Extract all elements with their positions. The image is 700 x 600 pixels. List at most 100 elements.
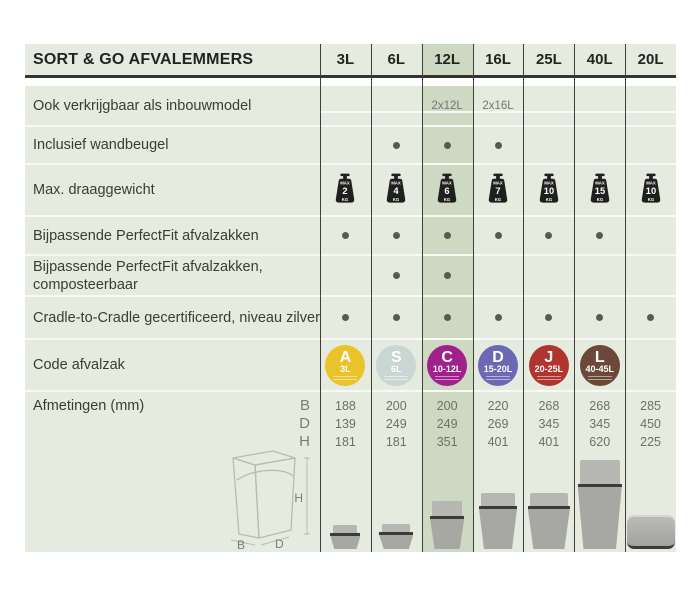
dim-h-label: H bbox=[294, 491, 303, 505]
svg-text:MAX: MAX bbox=[595, 180, 605, 185]
column-header-6l: 6L bbox=[370, 44, 422, 75]
row-label: Afmetingen (mm) bbox=[33, 398, 145, 414]
waste-bag-code-d: D 15-20L bbox=[478, 344, 518, 386]
dimensions-20l: 285 450 225 bbox=[640, 399, 662, 449]
feature-dot bbox=[443, 232, 451, 239]
column-header-16l: 16L bbox=[472, 44, 524, 75]
feature-dot bbox=[392, 314, 400, 321]
feature-dot bbox=[443, 272, 451, 279]
waste-bag-code-s: S 6L bbox=[376, 344, 417, 386]
max-weight-icon: MAX 15 KG bbox=[590, 173, 609, 203]
row-wandbeugel: Inclusief wandbeugel bbox=[25, 125, 677, 163]
svg-text:6: 6 bbox=[445, 186, 450, 196]
max-weight-icon: MAX 10 KG bbox=[539, 173, 559, 203]
svg-text:MAX: MAX bbox=[646, 180, 656, 185]
column-divider bbox=[320, 44, 321, 552]
column-header-20l: 20L bbox=[625, 44, 677, 75]
dim-b-label: B bbox=[237, 538, 245, 550]
feature-dot bbox=[494, 141, 502, 149]
feature-dot bbox=[647, 314, 655, 321]
max-weight-icon: MAX 10 KG bbox=[641, 173, 660, 203]
svg-text:MAX: MAX bbox=[544, 180, 554, 185]
feature-dot bbox=[596, 232, 604, 239]
feature-dot bbox=[545, 314, 553, 321]
column-divider bbox=[523, 44, 524, 552]
waste-bag-code-l: L 40-45L bbox=[579, 344, 620, 386]
dimensions-40l: 268 345 620 bbox=[589, 399, 611, 449]
column-divider bbox=[473, 44, 474, 552]
column-divider bbox=[371, 44, 372, 552]
svg-text:MAX: MAX bbox=[442, 180, 452, 185]
row-composteerbaar: Bijpassende PerfectFit afvalzakken, comp… bbox=[25, 254, 677, 295]
dims-separator bbox=[320, 111, 676, 113]
svg-text:15: 15 bbox=[595, 186, 605, 196]
bin-silhouette-16l bbox=[479, 493, 517, 549]
row-perfectfit: Bijpassende PerfectFit afvalzakken bbox=[25, 215, 677, 254]
column-divider bbox=[625, 44, 626, 552]
row-label: Inclusief wandbeugel bbox=[25, 127, 320, 163]
max-weight-icon: MAX 6 KG bbox=[437, 173, 457, 203]
feature-dot bbox=[494, 314, 502, 321]
svg-text:KG: KG bbox=[597, 197, 604, 202]
column-divider bbox=[422, 44, 423, 552]
feature-dot bbox=[341, 314, 349, 321]
waste-bag-code-j: J 20-25L bbox=[528, 344, 569, 386]
row-afmetingen: Afmetingen (mm) B D H H B D bbox=[25, 111, 677, 552]
row-draaggewicht: Max. draaggewicht MAX 2 KG MAX 4 KG bbox=[25, 163, 677, 215]
svg-text:MAX: MAX bbox=[493, 180, 503, 185]
max-weight-icon: MAX 7 KG bbox=[488, 173, 508, 203]
bin-wireframe-diagram: H B D bbox=[230, 450, 310, 550]
feature-dot bbox=[392, 141, 400, 149]
svg-text:KG: KG bbox=[495, 197, 502, 202]
svg-text:MAX: MAX bbox=[392, 180, 402, 185]
max-weight-icon: MAX 4 KG bbox=[387, 173, 406, 203]
feature-dot bbox=[443, 314, 451, 321]
row-label: Cradle-to-Cradle gecertificeerd, niveau … bbox=[25, 297, 320, 338]
svg-text:10: 10 bbox=[544, 186, 554, 196]
waste-bag-code-a: A 3L bbox=[325, 344, 366, 386]
row-label: Bijpassende PerfectFit afvalzakken, comp… bbox=[25, 256, 320, 295]
svg-text:7: 7 bbox=[495, 186, 500, 196]
column-header-3l: 3L bbox=[320, 44, 371, 75]
dimensions-6l: 200 249 181 bbox=[385, 399, 407, 449]
bin-silhouette-12l bbox=[430, 501, 465, 549]
feature-dot bbox=[596, 314, 604, 321]
header-gap bbox=[25, 78, 676, 86]
column-header-12l: 12L bbox=[421, 44, 473, 75]
dimension-letters: B D H bbox=[299, 397, 310, 450]
feature-dot bbox=[545, 232, 553, 239]
inbouw-note-12l: 2x12L bbox=[431, 99, 463, 112]
dimensions-12l: 200 249 351 bbox=[436, 399, 458, 449]
row-label: Bijpassende PerfectFit afvalzakken bbox=[25, 217, 320, 254]
dim-d-label: D bbox=[275, 537, 284, 550]
bin-silhouette-40l bbox=[577, 460, 622, 549]
waste-bag-code-c: C 10-12L bbox=[427, 344, 468, 386]
bin-silhouette-25l bbox=[527, 493, 570, 549]
comparison-table: SORT & GO AFVALEMMERS 3L 6L 12L 16L 25L … bbox=[25, 44, 677, 552]
svg-text:2: 2 bbox=[343, 186, 348, 196]
bin-silhouette-20l bbox=[626, 515, 675, 549]
inbouw-note-16l: 2x16L bbox=[482, 99, 514, 112]
column-divider bbox=[574, 44, 575, 552]
bin-silhouette-3l bbox=[330, 525, 361, 549]
table-title: SORT & GO AFVALEMMERS bbox=[25, 44, 320, 75]
svg-text:KG: KG bbox=[393, 197, 400, 202]
dimensions-25l: 268 345 401 bbox=[538, 399, 560, 449]
row-cradle: Cradle-to-Cradle gecertificeerd, niveau … bbox=[25, 295, 677, 338]
row-inbouwmodel: Ook verkrijgbaar als inbouwmodel 2x12L 2… bbox=[25, 86, 677, 125]
dimensions-3l: 188 139 181 bbox=[335, 399, 356, 449]
dimensions-16l: 220 269 401 bbox=[487, 399, 509, 449]
column-header-40l: 40L bbox=[574, 44, 626, 75]
row-label: Code afvalzak bbox=[25, 340, 320, 390]
svg-text:KG: KG bbox=[647, 197, 654, 202]
row-label: Max. draaggewicht bbox=[25, 165, 320, 215]
bin-silhouette-6l bbox=[379, 524, 414, 549]
svg-text:4: 4 bbox=[394, 186, 400, 196]
svg-text:10: 10 bbox=[645, 186, 655, 196]
column-header-25l: 25L bbox=[523, 44, 575, 75]
feature-dot bbox=[443, 141, 451, 149]
max-weight-icon: MAX 2 KG bbox=[336, 173, 355, 203]
svg-text:KG: KG bbox=[444, 197, 451, 202]
feature-dot bbox=[392, 272, 400, 279]
svg-text:KG: KG bbox=[342, 197, 349, 202]
